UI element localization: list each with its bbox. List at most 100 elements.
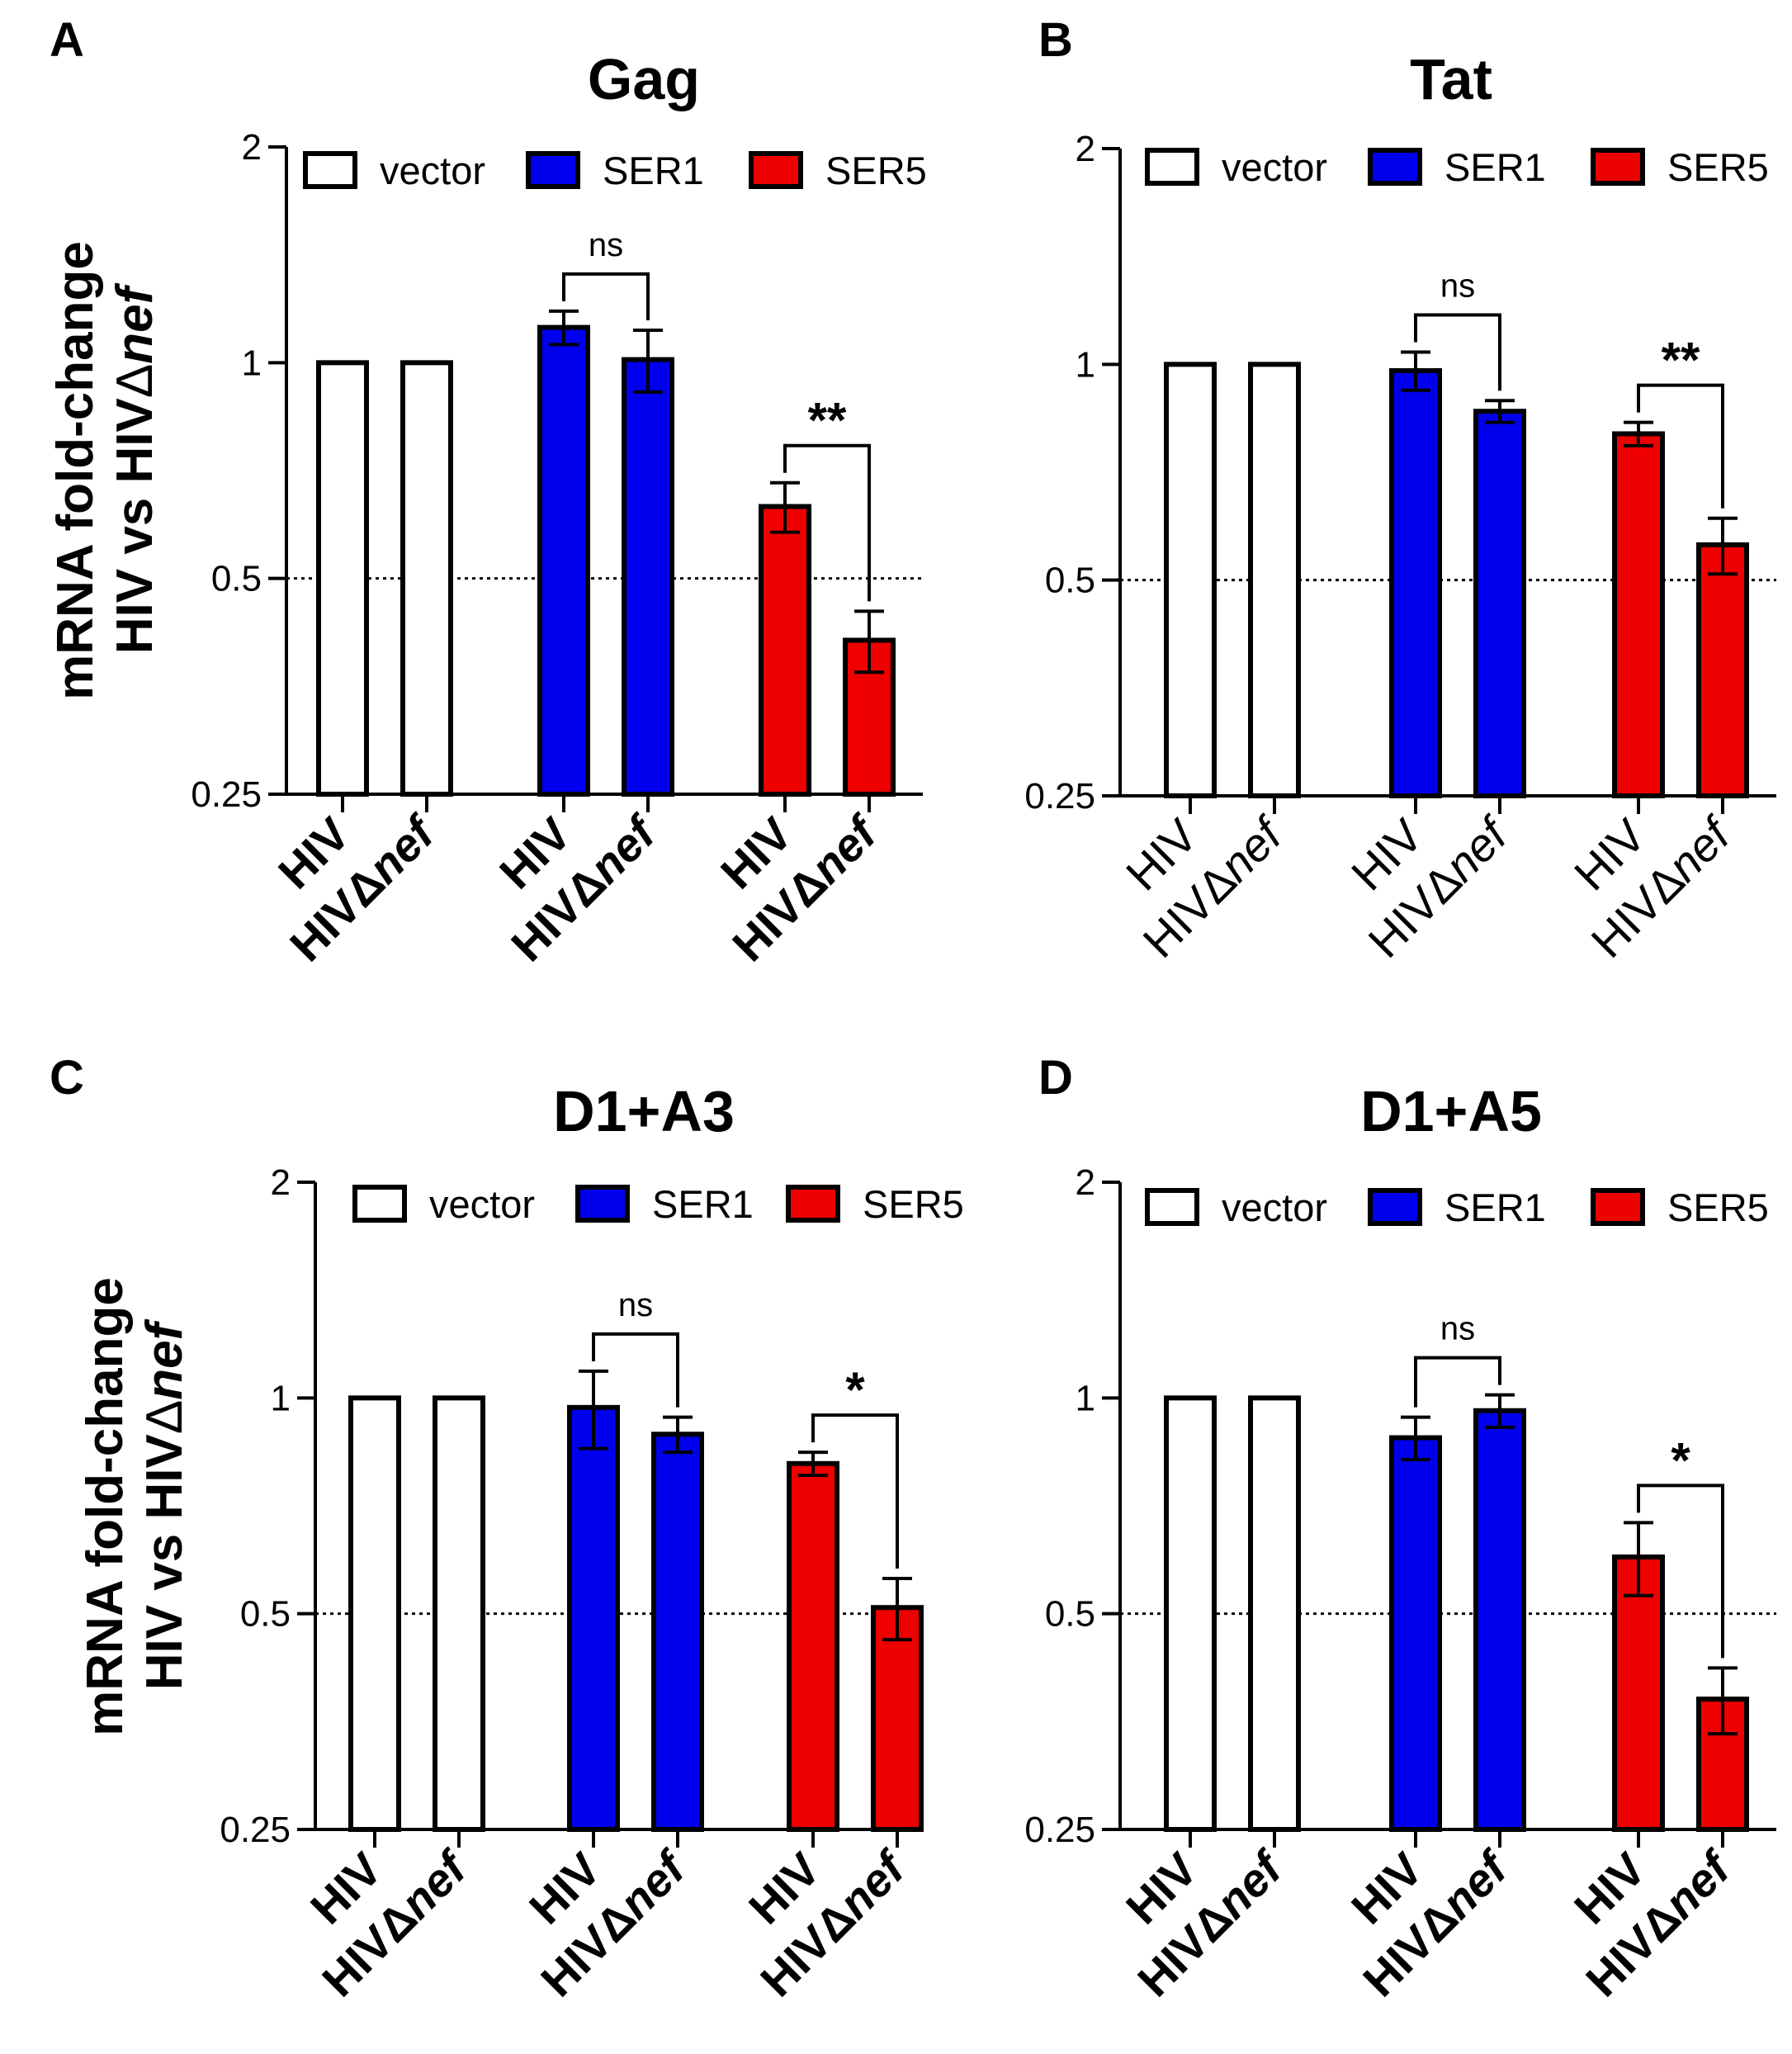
y-tick-label: 0.5: [211, 559, 262, 599]
bar-ser1-hiv: [537, 324, 590, 797]
y-axis-label-suffix: nef: [106, 282, 163, 363]
significance-bracket: [1414, 1356, 1501, 1408]
significance-label: *: [1671, 1432, 1690, 1488]
legend-swatch-vector: [303, 151, 357, 189]
panel-a: A Gag mRNA fold-changeHIV vs HIVΔnef 0.25 0.…: [47, 13, 927, 971]
significance-bracket: [1414, 313, 1501, 391]
bar-vector-hiv: [1164, 1395, 1217, 1833]
significance-label: *: [845, 1362, 865, 1417]
y-axis-label-suffix: nef: [136, 1318, 193, 1399]
y-axis-label-line2: HIV vs HIVΔnef: [136, 1318, 193, 1690]
legend-swatch-ser1: [1368, 1188, 1422, 1226]
significance-label: ns: [1440, 268, 1475, 305]
bar-vector-hivdnef: [400, 360, 453, 797]
y-tick-label: 0.5: [240, 1594, 291, 1635]
bar-vector-hiv: [348, 1395, 401, 1833]
y-axis-label-delta: Δ: [136, 1400, 193, 1434]
panel-letter: A: [50, 13, 84, 67]
legend-label: SER1: [603, 149, 704, 192]
bar-ser5-hiv: [1612, 1554, 1665, 1832]
legend-label: vector: [1222, 1186, 1327, 1229]
legend-swatch-ser5: [749, 151, 803, 189]
bar-ser5-hivdnef: [1696, 542, 1749, 799]
significance-label: **: [808, 393, 847, 448]
y-tick-label: 1: [1076, 1378, 1095, 1418]
bar-vector-hivdnef: [433, 1395, 485, 1833]
legend-label: SER1: [1444, 1186, 1546, 1229]
bar-ser1-hivdnef: [1473, 409, 1526, 798]
y-tick-label: 0.25: [1024, 1810, 1095, 1850]
y-tick-label: 0.5: [1045, 1594, 1095, 1635]
panel-letter: D: [1038, 1051, 1073, 1105]
legend-label: SER5: [825, 149, 927, 192]
legend-swatch-ser5: [786, 1185, 840, 1223]
legend-swatch-ser5: [1591, 148, 1645, 186]
significance-bracket: [811, 1413, 899, 1569]
panel-letter: B: [1038, 13, 1073, 67]
bar-ser1-hiv: [1389, 1435, 1442, 1833]
significance-bracket: [592, 1332, 679, 1408]
bar-ser5-hivdnef: [871, 1605, 924, 1832]
y-tick-label: 1: [1076, 344, 1095, 385]
legend-swatch-ser1: [1368, 148, 1422, 186]
significance-bracket: [562, 272, 650, 320]
legend-label: vector: [1222, 145, 1327, 189]
significance-label: ns: [1440, 1311, 1475, 1347]
y-tick-label: 1: [271, 1378, 291, 1418]
y-tick-label: 0.25: [220, 1810, 291, 1850]
significance-bracket: [783, 443, 871, 602]
bar-ser1-hivdnef: [622, 357, 674, 797]
significance-label: ns: [589, 227, 623, 263]
chart-title: D1+A5: [1360, 1079, 1542, 1143]
y-tick-label: 0.25: [1024, 776, 1095, 816]
y-axis-label-delta: Δ: [106, 364, 163, 398]
bar-vector-hivdnef: [1248, 1395, 1301, 1833]
y-tick-label: 2: [1076, 1162, 1095, 1203]
panel-c: C D1+A3 mRNA fold-changeHIV vs HIVΔnef 0.25…: [50, 1051, 964, 2006]
bar-ser5-hiv: [787, 1460, 839, 1832]
bar-ser1-hivdnef: [651, 1432, 704, 1832]
y-axis-label: mRNA fold-changeHIV vs HIVΔnef: [47, 241, 163, 700]
legend-label: SER5: [863, 1182, 964, 1226]
legend-swatch-vector: [352, 1185, 407, 1223]
legend-label: SER5: [1667, 145, 1769, 189]
legend-label: vector: [380, 149, 485, 192]
bar-ser1-hiv: [567, 1404, 620, 1832]
legend-label: vector: [429, 1182, 535, 1226]
chart-title: Gag: [588, 47, 700, 111]
significance-bracket: [1637, 1484, 1724, 1659]
significance-label: **: [1662, 333, 1700, 388]
legend-label: SER5: [1667, 1186, 1769, 1229]
y-tick-label: 2: [1076, 129, 1095, 169]
bar-ser1-hivdnef: [1473, 1408, 1526, 1833]
legend-swatch-ser5: [1591, 1188, 1645, 1226]
y-axis-label: mRNA fold-changeHIV vs HIVΔnef: [77, 1277, 193, 1736]
y-tick-label: 2: [242, 127, 262, 168]
chart-title: D1+A3: [553, 1079, 735, 1143]
legend-swatch-ser1: [575, 1185, 630, 1223]
bar-vector-hivdnef: [1248, 362, 1301, 799]
y-axis-label-line1: mRNA fold-change: [47, 241, 104, 700]
y-tick-label: 0.25: [191, 774, 262, 815]
bar-ser5-hiv: [1612, 431, 1665, 798]
y-axis-label-line2: HIV vs HIVΔnef: [106, 282, 163, 654]
y-axis-label-line1: mRNA fold-change: [77, 1277, 134, 1736]
legend-label: SER1: [652, 1182, 754, 1226]
y-axis-label-prefix: HIV vs HIV: [136, 1434, 193, 1690]
legend-swatch-vector: [1145, 1188, 1199, 1226]
bar-ser5-hiv: [759, 504, 811, 797]
legend-swatch-vector: [1145, 148, 1199, 186]
bar-ser1-hiv: [1389, 367, 1442, 798]
y-tick-label: 2: [271, 1162, 291, 1203]
y-tick-label: 0.5: [1045, 561, 1095, 601]
y-tick-label: 1: [242, 343, 262, 383]
significance-bracket: [1637, 383, 1724, 509]
panel-letter: C: [50, 1051, 84, 1105]
bar-vector-hiv: [316, 360, 369, 797]
bar-vector-hiv: [1164, 362, 1217, 799]
significance-label: ns: [618, 1287, 653, 1323]
legend-label: SER1: [1444, 145, 1546, 189]
